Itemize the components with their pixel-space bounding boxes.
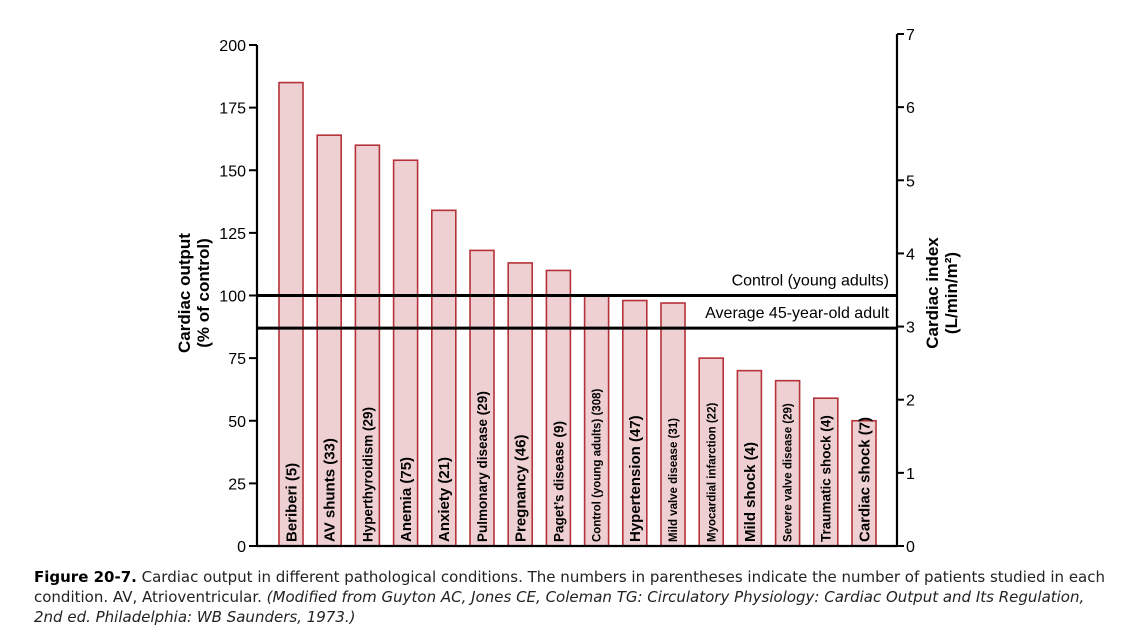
- left-axis-title: Cardiac output(% of control): [175, 233, 213, 353]
- left-tick-label-0: 0: [237, 539, 246, 556]
- right-tick-label-6: 6: [906, 100, 915, 117]
- left-axis-title-line-0: Cardiac output: [175, 233, 194, 353]
- left-tick-label-2: 50: [228, 414, 246, 431]
- bar-label-10: Mild valve disease (31): [668, 418, 680, 542]
- right-axis-title: Cardiac index(L/min/m²): [923, 237, 961, 349]
- reference-label-0: Control (young adults): [732, 273, 889, 290]
- left-tick-label-1: 25: [228, 476, 246, 493]
- bar-label-6: Pregnancy (46): [513, 434, 530, 542]
- bar-4: [430, 209, 457, 547]
- bar-0: [278, 81, 304, 547]
- bar-label-14: Traumatic shock (4): [819, 415, 834, 542]
- right-axis-title-line-1: (L/min/m²): [942, 252, 961, 334]
- bar-13: [774, 379, 801, 547]
- right-tick-label-0: 0: [906, 539, 915, 556]
- axes: 0 25 50 75 100 125 150 175 200 0 1 2 3 4 5 6 7: [219, 27, 915, 556]
- bar-label-1: AV shunts (33): [322, 438, 339, 542]
- figure-label: Figure 20-7.: [34, 568, 137, 586]
- bar-3: [392, 159, 419, 547]
- left-axis-title-line-1: (% of control): [194, 238, 213, 348]
- bar-label-12: Mild shock (4): [742, 442, 759, 542]
- bar-label-3: Anemia (75): [398, 457, 415, 542]
- left-tick-label-7: 175: [219, 101, 246, 118]
- bar-5: [469, 249, 495, 547]
- bar-15: [851, 419, 877, 547]
- reference-lines: Control (young adults) Average 45-year-ol…: [257, 273, 897, 330]
- left-tick-label-6: 150: [219, 163, 246, 180]
- bar-chart: Beriberi (5) AV shunts (33) Hyperthyroidis…: [175, 27, 961, 556]
- figure-caption: Figure 20-7. Cardiac output in different…: [34, 567, 1114, 627]
- reference-label-1: Average 45-year-old adult: [705, 305, 889, 322]
- left-tick-label-4: 100: [219, 289, 246, 306]
- right-tick-label-7: 7: [906, 27, 915, 44]
- bar-label-5: Pulmonary disease (29): [475, 391, 490, 542]
- right-axis-title-line-0: Cardiac index: [923, 237, 942, 349]
- bar-label-13: Severe valve disease (29): [783, 403, 795, 542]
- bar-label-9: Hypertension (47): [627, 415, 644, 542]
- reference-label-bg: [686, 300, 894, 325]
- bar-label-15: Cardiac shock (7): [856, 417, 873, 542]
- figure-credit: (Modified from Guyton AC, Jones CE, Cole…: [34, 588, 1085, 626]
- bar-12: [736, 369, 763, 547]
- right-tick-label-1: 1: [906, 466, 915, 483]
- right-tick-label-3: 3: [906, 320, 915, 337]
- bar-label-11: Myocardial infarction (22): [706, 403, 718, 542]
- bar-2: [354, 144, 381, 547]
- figure-description: Cardiac output in different pathological…: [34, 568, 1105, 606]
- left-tick-label-8: 200: [219, 38, 246, 55]
- left-tick-label-5: 125: [219, 226, 246, 243]
- axis-labels: Cardiac output(% of control) Cardiac inde…: [175, 233, 961, 353]
- bar-label-2: Hyperthyroidism (29): [360, 407, 375, 542]
- chart: Beriberi (5) AV shunts (33) Hyperthyroidis…: [175, 27, 961, 556]
- bar-7: [545, 269, 572, 547]
- bar-label-0: Beriberi (5): [283, 463, 300, 542]
- bar-label-8: Control (young adults) (308): [592, 389, 604, 543]
- bar-label-4: Anxiety (21): [436, 457, 453, 542]
- bars-layer: Beriberi (5) AV shunts (33) Hyperthyroidis…: [278, 81, 877, 547]
- bar-label-7: Paget’s disease (9): [551, 421, 566, 542]
- bar-6: [507, 262, 534, 547]
- right-tick-label-2: 2: [906, 393, 915, 410]
- left-tick-label-3: 75: [228, 351, 246, 368]
- right-tick-label-5: 5: [906, 173, 915, 190]
- right-tick-label-4: 4: [906, 246, 915, 263]
